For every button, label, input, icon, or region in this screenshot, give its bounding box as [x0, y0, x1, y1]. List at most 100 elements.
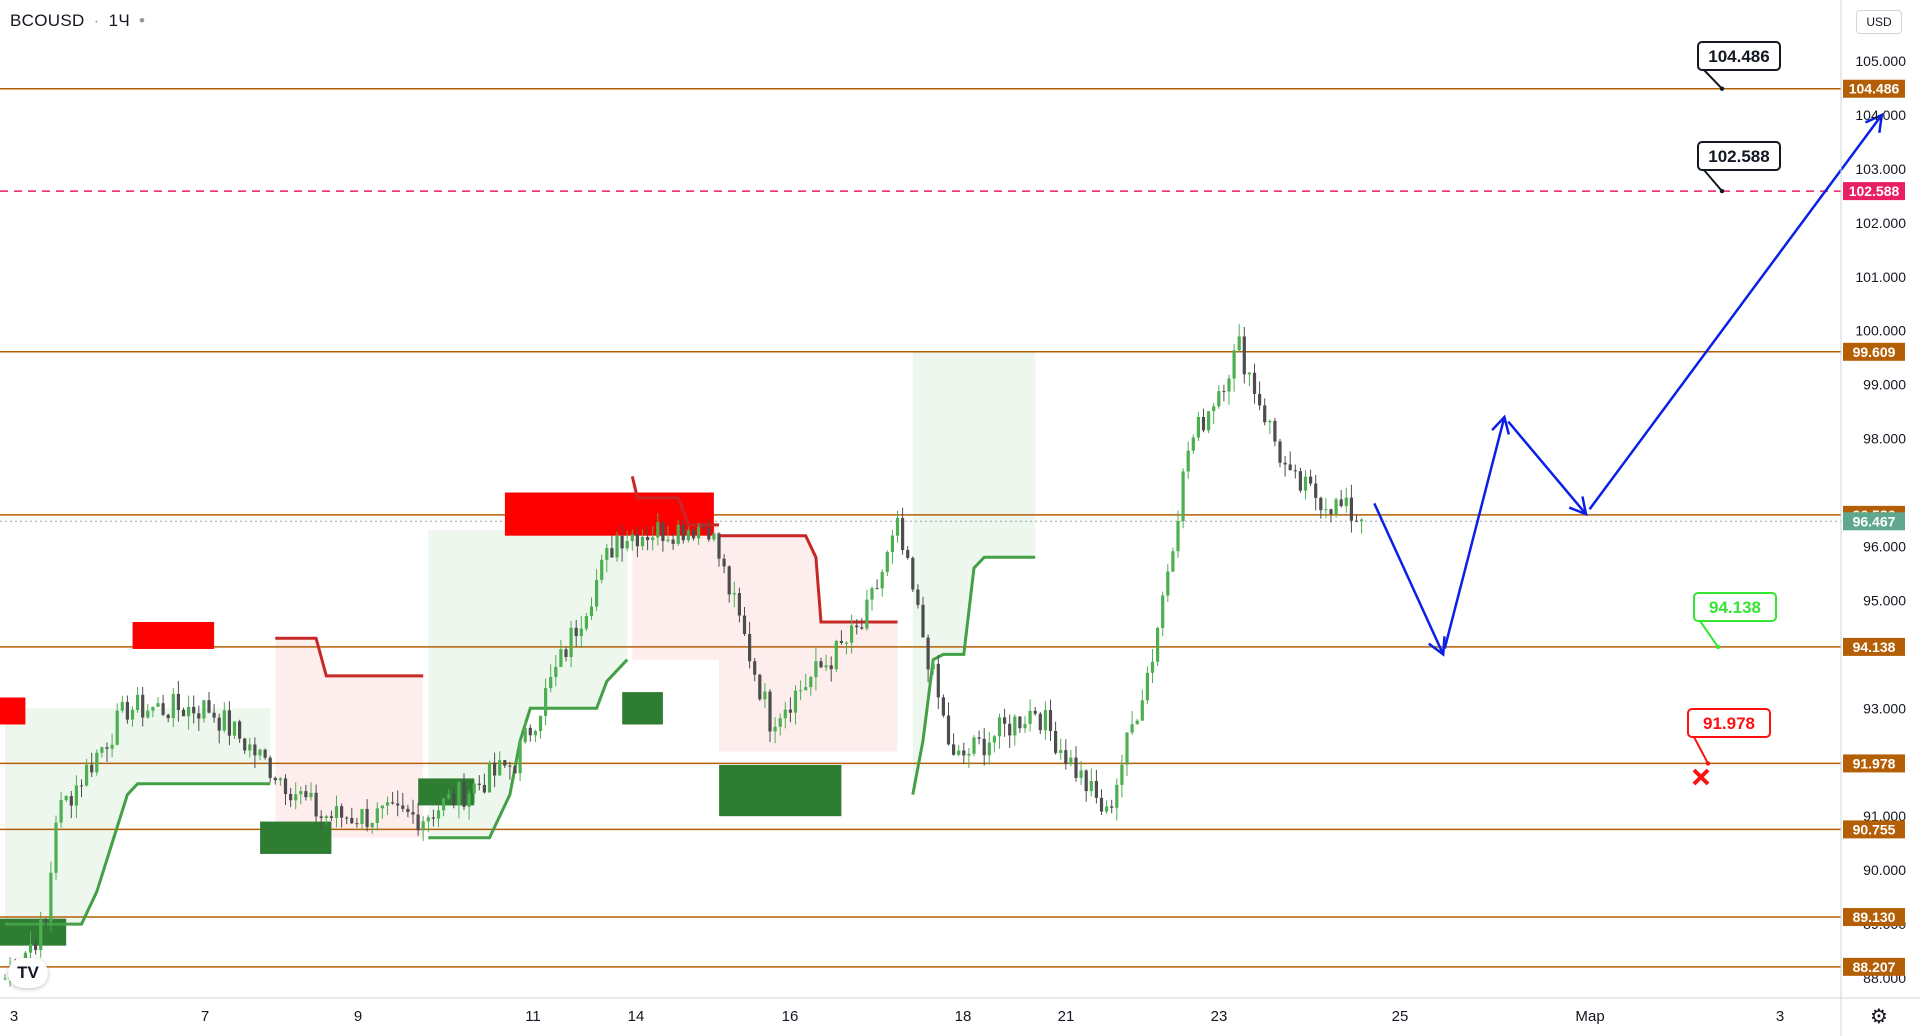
candle-body: [380, 805, 384, 809]
callout-anchor: [1719, 86, 1725, 91]
callout-94.138[interactable]: 94.138: [1693, 592, 1777, 650]
time-tick[interactable]: 25: [1392, 1008, 1409, 1025]
candle-body: [289, 794, 293, 801]
gear-icon[interactable]: ⚙: [1870, 1006, 1888, 1028]
currency-button[interactable]: USD: [1856, 10, 1902, 34]
callout-label: 102.588: [1708, 147, 1769, 166]
candle-body: [212, 712, 216, 718]
callout-box: [1697, 141, 1781, 171]
price-tick[interactable]: 103.000: [1855, 161, 1906, 177]
price-tick[interactable]: 93.000: [1863, 700, 1906, 716]
price-axis-level-labels: 104.486102.58899.60996.58694.13891.97890…: [1843, 79, 1905, 976]
price-tick[interactable]: 104.000: [1855, 107, 1906, 123]
candle-body: [243, 738, 247, 751]
candle-body: [1069, 757, 1073, 764]
symbol-legend[interactable]: BCOUSD · 1Ч •: [10, 11, 149, 31]
axis-level-tag: [1843, 754, 1905, 773]
price-tick[interactable]: 101.000: [1855, 269, 1906, 285]
price-tick[interactable]: 98.000: [1863, 431, 1906, 447]
candle-body: [1048, 710, 1053, 731]
candle-body: [156, 703, 160, 707]
callout-label: 94.138: [1709, 598, 1761, 617]
candle-body: [977, 737, 981, 739]
projection-arrow[interactable]: [1373, 112, 1884, 657]
candle-body: [895, 517, 900, 536]
price-tick[interactable]: 91.000: [1863, 808, 1906, 824]
projection-segment[interactable]: [1373, 502, 1445, 655]
time-tick[interactable]: 16: [782, 1008, 799, 1025]
candle-body: [1166, 571, 1170, 596]
candle-body: [136, 694, 140, 710]
axis-level-text: 104.486: [1849, 81, 1900, 97]
callout-91.978[interactable]: 91.978: [1687, 708, 1771, 766]
candle-body: [431, 817, 435, 819]
candle-body: [742, 615, 747, 635]
callout-pointer: [1703, 169, 1723, 192]
candle-body: [819, 661, 823, 668]
time-tick[interactable]: 21: [1058, 1008, 1075, 1025]
axis-level-text: 99.609: [1853, 344, 1896, 360]
candle-body: [992, 736, 996, 743]
callout-pointer: [1693, 736, 1709, 764]
candle-body: [1207, 411, 1211, 431]
candle-body: [90, 764, 94, 773]
candle-body: [44, 919, 48, 922]
candle-body: [294, 794, 298, 801]
candle-body: [753, 661, 757, 675]
time-axis-ticks[interactable]: 3 7 9 11 14 16 18 21 23 25 Мар 3: [10, 1008, 1784, 1025]
price-tick[interactable]: 95.000: [1863, 592, 1906, 608]
price-tick[interactable]: 102.000: [1855, 215, 1906, 231]
callout-anchor: [1705, 761, 1711, 766]
candle-body: [681, 524, 685, 541]
callout-label: 91.978: [1703, 714, 1755, 733]
candle-body: [1354, 520, 1359, 522]
trail-fill: [275, 638, 424, 838]
candle-body: [1145, 672, 1149, 701]
time-tick[interactable]: 3: [1776, 1008, 1784, 1025]
candle-body: [697, 526, 701, 539]
projection-segment[interactable]: [1588, 114, 1883, 511]
trail-line: [428, 658, 629, 840]
candle-body: [732, 593, 736, 595]
candle-body: [222, 710, 226, 731]
candle-body: [778, 718, 782, 727]
time-tick[interactable]: 23: [1211, 1008, 1228, 1025]
candle-body: [844, 642, 849, 644]
time-tick[interactable]: 7: [201, 1008, 209, 1025]
price-tick[interactable]: 99.000: [1863, 377, 1906, 393]
candle-body: [702, 526, 706, 529]
symbol-name: BCOUSD: [10, 11, 85, 30]
candle-body: [763, 691, 767, 700]
candle-body: [350, 817, 354, 824]
candle-body: [748, 634, 752, 662]
candle-body: [462, 781, 466, 807]
time-tick[interactable]: 14: [628, 1008, 645, 1025]
callout-102.588[interactable]: 102.588: [1697, 141, 1781, 194]
price-tick[interactable]: 96.000: [1863, 538, 1906, 554]
time-tick[interactable]: Мар: [1575, 1008, 1604, 1025]
candle-body: [421, 821, 425, 831]
legend-separator: ·: [93, 11, 100, 30]
price-tick[interactable]: 100.000: [1855, 323, 1906, 339]
price-tick[interactable]: 105.000: [1855, 53, 1906, 69]
time-tick[interactable]: 18: [955, 1008, 972, 1025]
callout-104.486[interactable]: 104.486: [1697, 41, 1781, 91]
candle-body: [498, 760, 502, 776]
tradingview-logo-icon[interactable]: TV: [8, 958, 48, 988]
projection-segment[interactable]: [1507, 420, 1587, 515]
candle-body: [528, 727, 532, 736]
candle-body: [120, 702, 124, 711]
candle-body: [1232, 350, 1236, 379]
projection-segment[interactable]: [1443, 416, 1506, 649]
time-tick[interactable]: 9: [354, 1008, 362, 1025]
price-callouts[interactable]: 104.486 102.588 94.138 91.978: [1687, 41, 1781, 766]
callout-box: [1687, 708, 1771, 738]
price-tick[interactable]: 90.000: [1863, 862, 1906, 878]
candle-body: [569, 627, 573, 657]
candle-body: [1222, 391, 1226, 393]
candle-body: [227, 710, 231, 736]
candle-body: [110, 744, 114, 749]
time-tick[interactable]: 11: [525, 1008, 541, 1025]
time-tick[interactable]: 3: [10, 1008, 18, 1025]
